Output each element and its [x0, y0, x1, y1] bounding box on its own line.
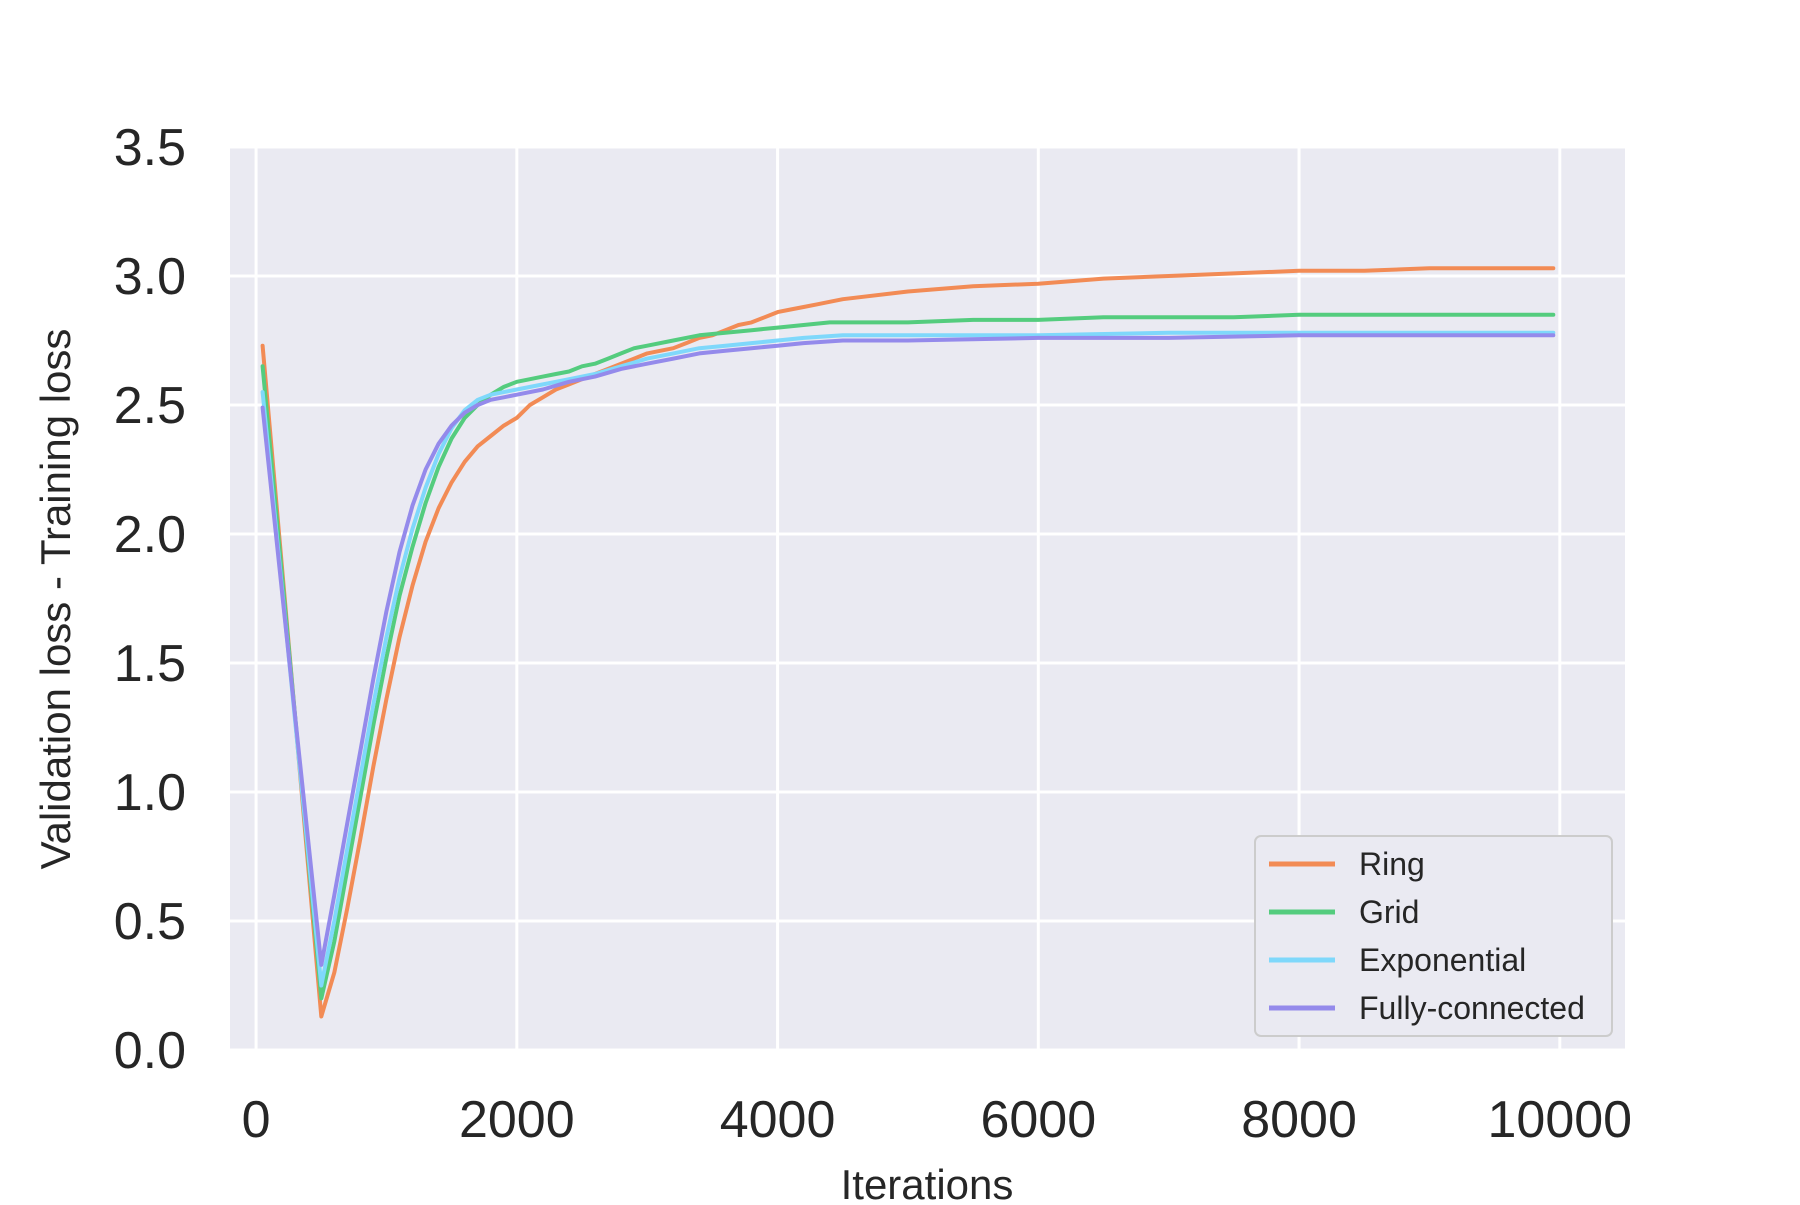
x-tick-label: 6000 [980, 1091, 1096, 1149]
legend-label: Ring [1359, 846, 1425, 882]
series-line-fully-connected [260, 333, 1556, 967]
y-tick-label: 1.5 [114, 635, 186, 693]
x-axis-label: Iterations [841, 1161, 1014, 1200]
legend-label: Grid [1359, 894, 1419, 930]
series-line-ring [260, 266, 1556, 1019]
y-tick-labels: 0.0 0.5 1.0 1.5 2.0 2.5 3.0 3.5 [114, 119, 186, 1080]
y-tick-label: 1.0 [114, 764, 186, 822]
series-line-exponential [260, 330, 1556, 988]
y-tick-label: 2.5 [114, 377, 186, 435]
series-lines [260, 266, 1556, 1019]
y-axis-label: Validation loss - Training loss [32, 329, 79, 870]
series-line-grid [260, 312, 1556, 1001]
x-tick-label: 0 [242, 1091, 271, 1149]
y-tick-label: 3.5 [114, 119, 186, 177]
y-tick-label: 2.0 [114, 506, 186, 564]
legend: Ring Grid Exponential Fully-connected [1254, 835, 1613, 1037]
y-tick-label: 0.0 [114, 1022, 186, 1080]
legend-label: Fully-connected [1359, 990, 1585, 1026]
grid-lines [230, 145, 1625, 1052]
legend-box [1254, 835, 1613, 1037]
y-tick-label: 3.0 [114, 248, 186, 306]
x-tick-label: 8000 [1241, 1091, 1357, 1149]
y-tick-label: 0.5 [114, 893, 186, 951]
x-tick-label: 2000 [459, 1091, 575, 1149]
x-tick-labels: 0 2000 4000 6000 8000 10000 [242, 1091, 1633, 1149]
legend-label: Exponential [1359, 942, 1526, 978]
x-tick-label: 4000 [720, 1091, 836, 1149]
x-tick-label: 10000 [1488, 1091, 1633, 1149]
